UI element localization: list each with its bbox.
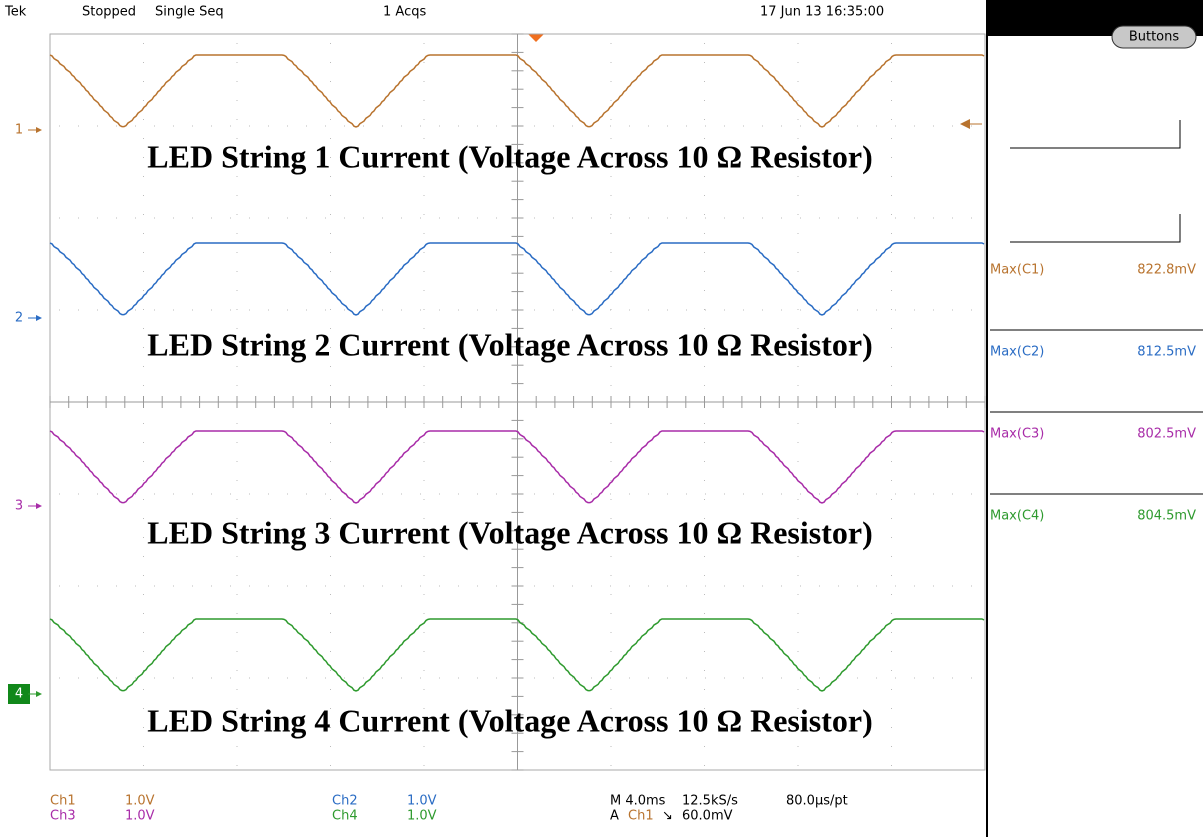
channel-marker: 4 bbox=[15, 687, 23, 702]
scale-channel: Ch3 bbox=[50, 809, 76, 824]
measure-label: Max(C4) bbox=[990, 509, 1044, 524]
trigger-slope: ↘ bbox=[662, 809, 673, 824]
run-state: Stopped bbox=[82, 5, 136, 20]
scale-channel: Ch2 bbox=[332, 794, 358, 809]
scale-channel: Ch1 bbox=[50, 794, 76, 809]
bracket bbox=[1010, 120, 1181, 149]
annotation: LED String 3 Current (Voltage Across 10 … bbox=[147, 514, 872, 550]
resolution: 80.0µs/pt bbox=[786, 794, 848, 809]
scale-value: 1.0V bbox=[407, 794, 437, 809]
scale-value: 1.0V bbox=[125, 809, 155, 824]
channel-marker-box bbox=[8, 684, 30, 704]
trigger-level bbox=[960, 119, 970, 129]
trigger-prefix: A bbox=[610, 809, 619, 824]
scale-value: 1.0V bbox=[407, 809, 437, 824]
scale-channel: Ch4 bbox=[332, 809, 358, 824]
channel-marker: 3 bbox=[15, 499, 23, 514]
measure-label: Max(C2) bbox=[990, 345, 1044, 360]
measure-value: 812.5mV bbox=[1137, 345, 1196, 360]
trigger-position bbox=[528, 34, 544, 42]
waveform bbox=[49, 618, 985, 692]
sample-rate: 12.5kS/s bbox=[682, 794, 738, 809]
measure-value: 804.5mV bbox=[1137, 509, 1196, 524]
waveform bbox=[49, 242, 985, 316]
annotation: LED String 2 Current (Voltage Across 10 … bbox=[147, 326, 872, 362]
buttons-label[interactable]: Buttons bbox=[1129, 30, 1180, 45]
measure-value: 822.8mV bbox=[1137, 263, 1196, 278]
measure-value: 802.5mV bbox=[1137, 427, 1196, 442]
annotation: LED String 4 Current (Voltage Across 10 … bbox=[147, 702, 872, 738]
acq-count: 1 Acqs bbox=[383, 5, 426, 20]
waveform bbox=[49, 54, 985, 128]
brand: Tek bbox=[4, 5, 27, 20]
scale-value: 1.0V bbox=[125, 794, 155, 809]
bracket bbox=[1010, 214, 1181, 243]
trigger-level-value: 60.0mV bbox=[682, 809, 733, 824]
channel-marker: 1 bbox=[15, 123, 23, 138]
buttons-pill[interactable] bbox=[1111, 25, 1197, 49]
waveform bbox=[49, 430, 985, 504]
channel-marker: 2 bbox=[15, 311, 23, 326]
measure-label: Max(C1) bbox=[990, 263, 1044, 278]
timebase: M 4.0ms bbox=[610, 794, 666, 809]
acq-mode: Single Seq bbox=[155, 5, 224, 20]
measure-label: Max(C3) bbox=[990, 427, 1044, 442]
timestamp: 17 Jun 13 16:35:00 bbox=[760, 5, 884, 20]
annotation: LED String 1 Current (Voltage Across 10 … bbox=[147, 138, 872, 174]
trigger-source: Ch1 bbox=[628, 809, 654, 824]
